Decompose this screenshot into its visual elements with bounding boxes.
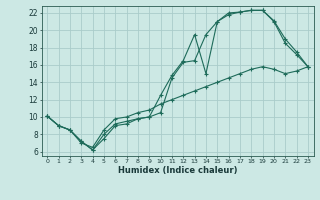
X-axis label: Humidex (Indice chaleur): Humidex (Indice chaleur)	[118, 166, 237, 175]
